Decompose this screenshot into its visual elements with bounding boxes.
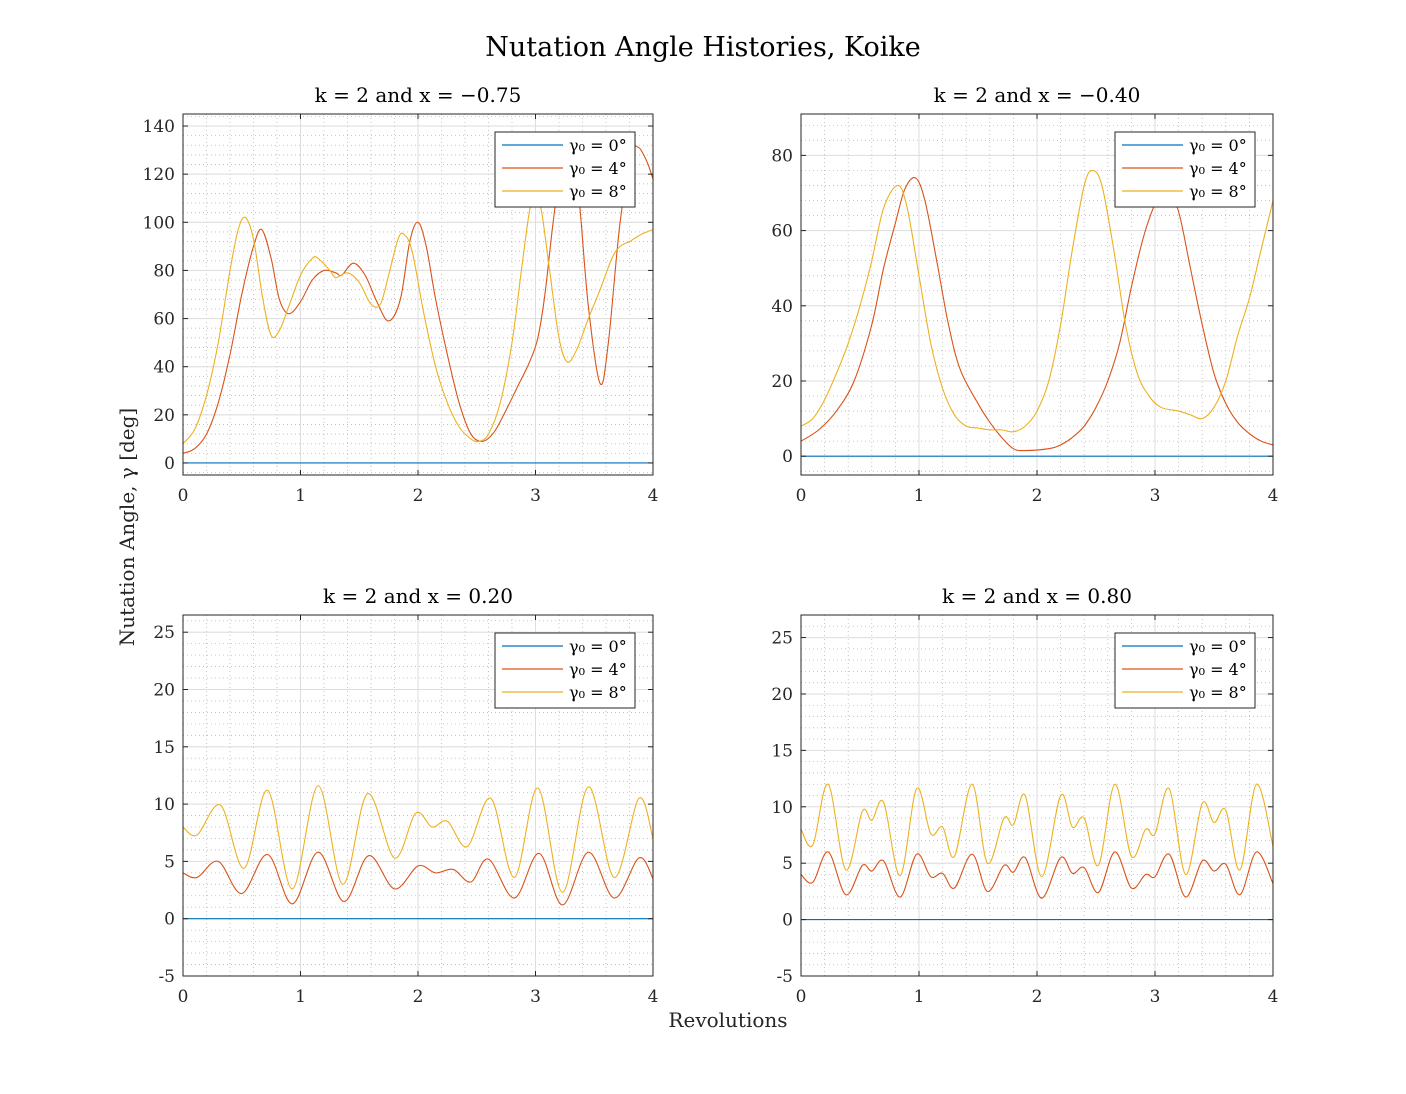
y-tick-label: 100 — [143, 213, 175, 233]
subplot-title: k = 2 and x = 0.80 — [942, 584, 1132, 608]
y-tick-label: 80 — [771, 146, 793, 166]
y-tick-label: 0 — [164, 910, 175, 930]
y-tick-label: 60 — [771, 222, 793, 242]
legend: γ₀ = 0° γ₀ = 4° γ₀ = 8° — [1114, 131, 1256, 208]
x-tick-label: 3 — [1150, 486, 1161, 506]
legend: γ₀ = 0° γ₀ = 4° γ₀ = 8° — [1114, 632, 1256, 709]
x-tick-label: 2 — [413, 987, 424, 1007]
x-tick-label: 4 — [648, 987, 659, 1007]
x-tick-label: 2 — [1032, 987, 1043, 1007]
x-tick-label: 0 — [178, 486, 189, 506]
legend-label: γ₀ = 0° — [569, 637, 627, 656]
ticks — [800, 114, 1274, 475]
x-tick-label: 0 — [796, 987, 807, 1007]
y-tick-label: 5 — [164, 852, 175, 872]
x-tick-label: 2 — [1032, 486, 1043, 506]
x-tick-label: 3 — [530, 486, 541, 506]
x-tick-label: 3 — [530, 987, 541, 1007]
legend-label: γ₀ = 8° — [569, 182, 627, 201]
series-line-2 — [801, 177, 1273, 452]
figure-xlabel: Revolutions — [668, 1008, 788, 1032]
legend: γ₀ = 0° γ₀ = 4° γ₀ = 8° — [494, 131, 636, 208]
y-tick-label: -5 — [776, 967, 793, 987]
y-tick-label: 15 — [771, 741, 793, 761]
y-tick-label: 120 — [143, 165, 175, 185]
y-tick-label: 0 — [164, 454, 175, 474]
subplot-title: k = 2 and x = −0.40 — [934, 83, 1141, 107]
legend-label: γ₀ = 0° — [1189, 136, 1247, 155]
ticks — [182, 114, 654, 475]
series-line-2 — [801, 851, 1273, 899]
y-tick-label: 0 — [782, 447, 793, 467]
series-line-2 — [183, 851, 653, 906]
legend-box — [494, 131, 636, 208]
legend: γ₀ = 0° γ₀ = 4° γ₀ = 8° — [494, 632, 636, 709]
y-tick-label: 10 — [153, 795, 175, 815]
y-tick-label: 15 — [153, 738, 175, 758]
y-tick-label: 140 — [143, 117, 175, 137]
x-tick-label: 4 — [648, 486, 659, 506]
series-group — [801, 169, 1273, 457]
y-tick-label: 20 — [771, 685, 793, 705]
legend-label: γ₀ = 0° — [1189, 637, 1247, 656]
x-tick-label: 2 — [413, 486, 424, 506]
y-tick-label: 20 — [771, 372, 793, 392]
figure-title: Nutation Angle Histories, Koike — [485, 32, 921, 63]
y-tick-label: 20 — [153, 680, 175, 700]
series-line-2 — [183, 141, 653, 454]
y-tick-label: 80 — [153, 261, 175, 281]
y-tick-label: -5 — [158, 967, 175, 987]
legend-label: γ₀ = 8° — [1189, 683, 1247, 702]
x-tick-label: 3 — [1150, 987, 1161, 1007]
x-tick-label: 1 — [914, 486, 925, 506]
legend-label: γ₀ = 8° — [569, 683, 627, 702]
x-tick-label: 1 — [914, 987, 925, 1007]
series-line-3 — [801, 169, 1273, 433]
legend-label: γ₀ = 4° — [569, 660, 627, 679]
x-tick-label: 0 — [178, 987, 189, 1007]
y-tick-label: 60 — [153, 310, 175, 330]
x-tick-label: 1 — [295, 486, 306, 506]
series-line-3 — [801, 783, 1273, 878]
legend-label: γ₀ = 4° — [1189, 159, 1247, 178]
subplot-title: k = 2 and x = 0.20 — [323, 584, 513, 608]
series-group — [183, 141, 653, 464]
ticks — [800, 615, 1274, 977]
x-tick-label: 4 — [1268, 987, 1279, 1007]
y-tick-label: 40 — [153, 358, 175, 378]
series-group — [183, 785, 653, 920]
y-tick-label: 0 — [782, 911, 793, 931]
series-line-3 — [183, 192, 653, 445]
series-group — [801, 783, 1273, 921]
y-tick-label: 25 — [771, 629, 793, 649]
y-tick-label: 25 — [153, 623, 175, 643]
x-tick-label: 1 — [295, 987, 306, 1007]
y-tick-label: 40 — [771, 297, 793, 317]
legend-label: γ₀ = 4° — [1189, 660, 1247, 679]
y-tick-label: 10 — [771, 798, 793, 818]
y-tick-label: 5 — [782, 854, 793, 874]
y-tick-label: 20 — [153, 406, 175, 426]
x-tick-label: 4 — [1268, 486, 1279, 506]
legend-label: γ₀ = 8° — [1189, 182, 1247, 201]
legend-label: γ₀ = 4° — [569, 159, 627, 178]
series-line-3 — [183, 785, 653, 893]
legend-label: γ₀ = 0° — [569, 136, 627, 155]
ticks — [182, 615, 654, 977]
x-tick-label: 0 — [796, 486, 807, 506]
subplot-title: k = 2 and x = −0.75 — [315, 83, 522, 107]
